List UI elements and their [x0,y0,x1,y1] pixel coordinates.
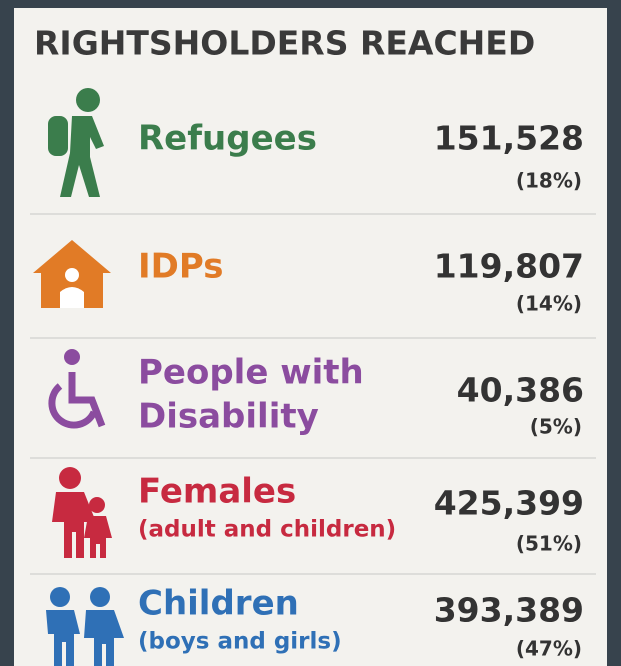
row-label: People with [138,353,364,393]
row-label: Females [138,472,296,512]
row-percent: (51%) [516,532,582,556]
card [14,8,607,666]
row-value: 393,389 [434,591,584,630]
children-icon [46,587,124,666]
refugee-icon [48,88,104,197]
row-percent: (47%) [516,637,582,661]
title: RIGHTSHOLDERS REACHED [34,24,535,63]
row-sublabel: (boys and girls) [138,629,342,655]
row-value: 151,528 [434,119,584,158]
row-percent: (18%) [516,169,582,193]
row-label: Refugees [138,119,317,159]
row-sublabel: (adult and children) [138,517,396,543]
row-label: IDPs [138,247,223,287]
row-label: Disability [138,397,319,437]
row-value: 40,386 [457,371,584,410]
disability-icon [48,349,106,429]
row-value: 425,399 [434,484,584,523]
row-value: 119,807 [434,247,584,286]
idp-icon [33,240,111,308]
row-percent: (5%) [530,415,582,439]
row-percent: (14%) [516,292,582,316]
row-label: Children [138,584,299,624]
female-icon [52,467,112,558]
